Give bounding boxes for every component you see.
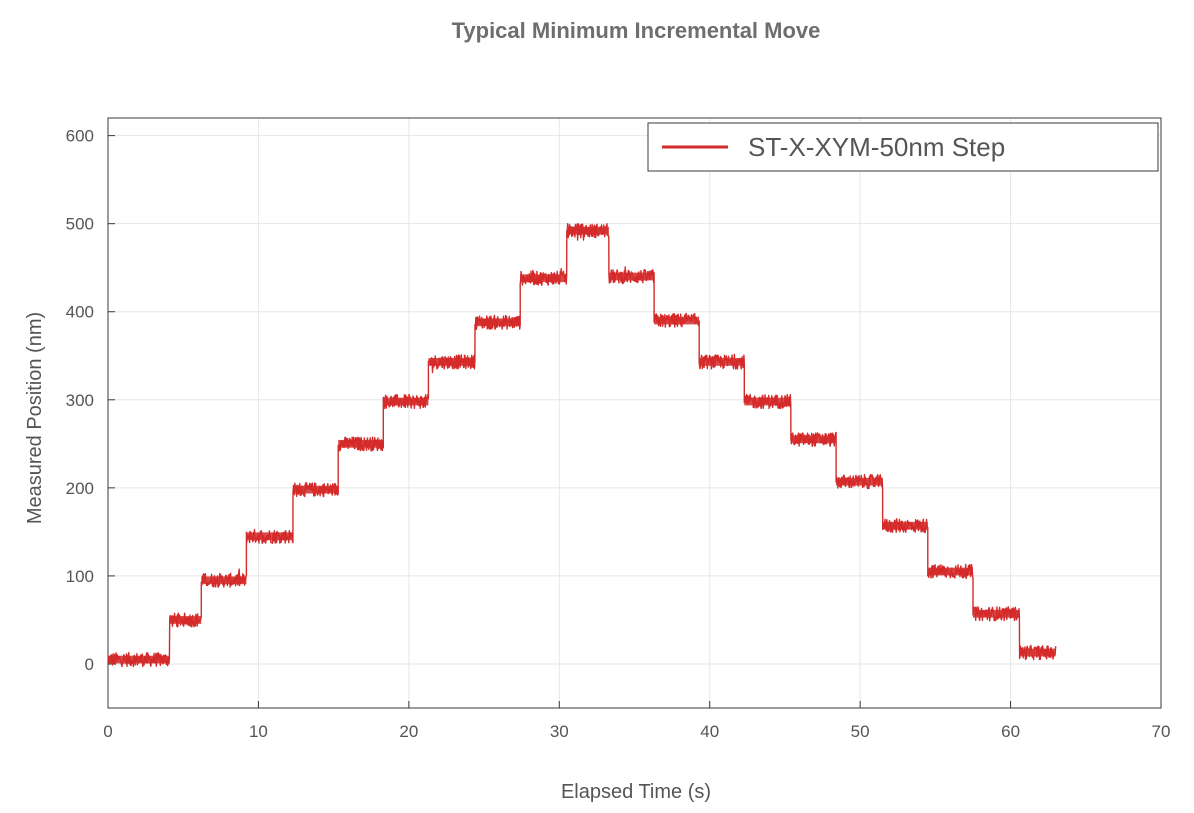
series-line [107, 223, 1057, 668]
step-plateau [836, 477, 883, 486]
step-plateau [1019, 648, 1056, 657]
step-plateau [475, 318, 521, 327]
step-plateau [566, 226, 609, 235]
step-plateau [246, 532, 294, 541]
axis-ticks: 0 10 20 30 40 50 60 70 0 100 200 300 400 500 600 [66, 127, 1171, 741]
step-plateau [927, 567, 973, 576]
step-plateau [338, 439, 384, 448]
x-tick-label: 50 [851, 722, 870, 741]
step-plateau [699, 358, 745, 366]
y-tick-label: 200 [66, 479, 94, 498]
step-plateau [201, 576, 247, 585]
x-tick-label: 0 [103, 722, 112, 741]
legend-box [647, 122, 1159, 172]
x-axis-label: Elapsed Time (s) [561, 781, 711, 803]
step-plateau [882, 521, 928, 530]
x-tick-label: 70 [1152, 722, 1171, 741]
chart-title: Typical Minimum Incremental Move [452, 18, 821, 43]
x-tick-label: 20 [399, 722, 418, 741]
x-tick-label: 10 [249, 722, 268, 741]
grid [108, 118, 1161, 708]
step-plateau [654, 316, 700, 325]
series-layer [107, 223, 1057, 668]
y-axis-label: Measured Position (nm) [24, 312, 46, 524]
x-tick-label: 60 [1001, 722, 1020, 741]
y-tick-label: 300 [66, 391, 94, 410]
y-tick-label: 500 [66, 215, 94, 234]
step-plateau [520, 274, 567, 283]
x-tick-label: 30 [550, 722, 569, 741]
step-plateau [428, 358, 476, 366]
step-plateau [972, 609, 1020, 618]
plot-area [107, 117, 1162, 709]
step-plateau [608, 272, 655, 281]
step-plateau [790, 435, 837, 444]
y-tick-label: 600 [66, 127, 94, 146]
y-tick-label: 400 [66, 303, 94, 322]
step-plateau [383, 397, 429, 406]
step-plateau [169, 616, 202, 624]
y-tick-label: 0 [85, 655, 94, 674]
y-tick-label: 100 [66, 567, 94, 586]
step-plateau [744, 397, 791, 406]
legend: ST-X-XYM-50nm Step [647, 122, 1159, 172]
legend-label: ST-X-XYM-50nm Step [748, 132, 1005, 162]
x-tick-label: 40 [700, 722, 719, 741]
step-plateau [108, 655, 170, 664]
step-plateau [293, 485, 339, 494]
